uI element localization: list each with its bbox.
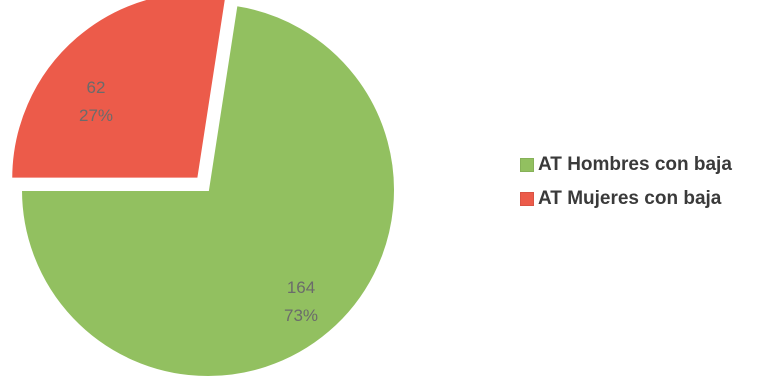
- legend-label-hombres: AT Hombres con baja: [538, 154, 732, 175]
- legend-item-mujeres: AT Mujeres con baja: [520, 184, 732, 214]
- legend-swatch-hombres: [520, 158, 534, 172]
- legend-swatch-mujeres: [520, 192, 534, 206]
- legend: AT Hombres con baja AT Mujeres con baja: [520, 150, 732, 218]
- legend-item-hombres: AT Hombres con baja: [520, 150, 732, 180]
- data-label-percent-mujeres: 27%: [79, 106, 113, 125]
- data-label-percent-hombres: 73%: [284, 306, 318, 325]
- pie-slice-mujeres: [10, 0, 227, 180]
- pie-slice-hombres: [19, 4, 396, 378]
- data-label-value-mujeres: 62: [87, 78, 106, 97]
- legend-label-mujeres: AT Mujeres con baja: [538, 188, 722, 209]
- data-label-value-hombres: 164: [287, 278, 315, 297]
